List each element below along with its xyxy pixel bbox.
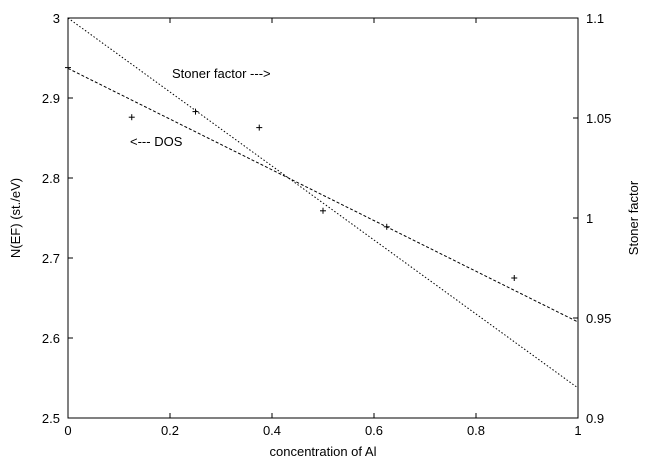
y2-tick-label: 1.1 bbox=[586, 11, 604, 26]
y-tick-label: 2.5 bbox=[42, 411, 60, 426]
data-point bbox=[128, 114, 135, 121]
y-tick-label: 3 bbox=[53, 11, 60, 26]
y2-tick-label: 0.9 bbox=[586, 411, 604, 426]
axis-ticks: 0 0.2 0.4 0.6 0.8 1 2.5 2.6 2.7 2.8 2.9 3 0.9 0.95 1 1.… bbox=[42, 11, 611, 438]
x-tick-label: 0.8 bbox=[467, 423, 485, 438]
x-axis-title: concentration of Al bbox=[270, 444, 377, 459]
y2-tick-label: 0.95 bbox=[586, 311, 611, 326]
y-tick-label: 2.6 bbox=[42, 331, 60, 346]
data-point bbox=[256, 124, 263, 131]
plot-frame bbox=[67, 17, 579, 419]
data-point bbox=[511, 275, 518, 281]
data-point bbox=[192, 108, 199, 115]
y2-axis-title: Stoner factor bbox=[626, 180, 641, 255]
x-tick-label: 0.4 bbox=[263, 423, 281, 438]
annotation-stoner: Stoner factor ---> bbox=[172, 66, 271, 81]
y2-tick-label: 1 bbox=[586, 211, 593, 226]
dos-fit-line bbox=[67, 67, 579, 323]
data-point bbox=[65, 64, 71, 71]
x-tick-label: 0.6 bbox=[365, 423, 383, 438]
data-point bbox=[383, 223, 390, 230]
x-tick-label: 0.2 bbox=[161, 423, 179, 438]
y-axis-title: N(EF) (st./eV) bbox=[8, 178, 23, 258]
data-point bbox=[320, 207, 326, 214]
x-tick-label: 0 bbox=[64, 423, 71, 438]
fit-lines bbox=[67, 17, 579, 389]
annotation-dos: <--- DOS bbox=[130, 134, 183, 149]
data-points bbox=[65, 64, 518, 281]
y-tick-label: 2.8 bbox=[42, 171, 60, 186]
y-tick-label: 2.9 bbox=[42, 91, 60, 106]
y2-tick-label: 1.05 bbox=[586, 111, 611, 126]
y-tick-label: 2.7 bbox=[42, 251, 60, 266]
x-tick-label: 1 bbox=[574, 423, 581, 438]
stoner-factor-line bbox=[67, 17, 579, 389]
